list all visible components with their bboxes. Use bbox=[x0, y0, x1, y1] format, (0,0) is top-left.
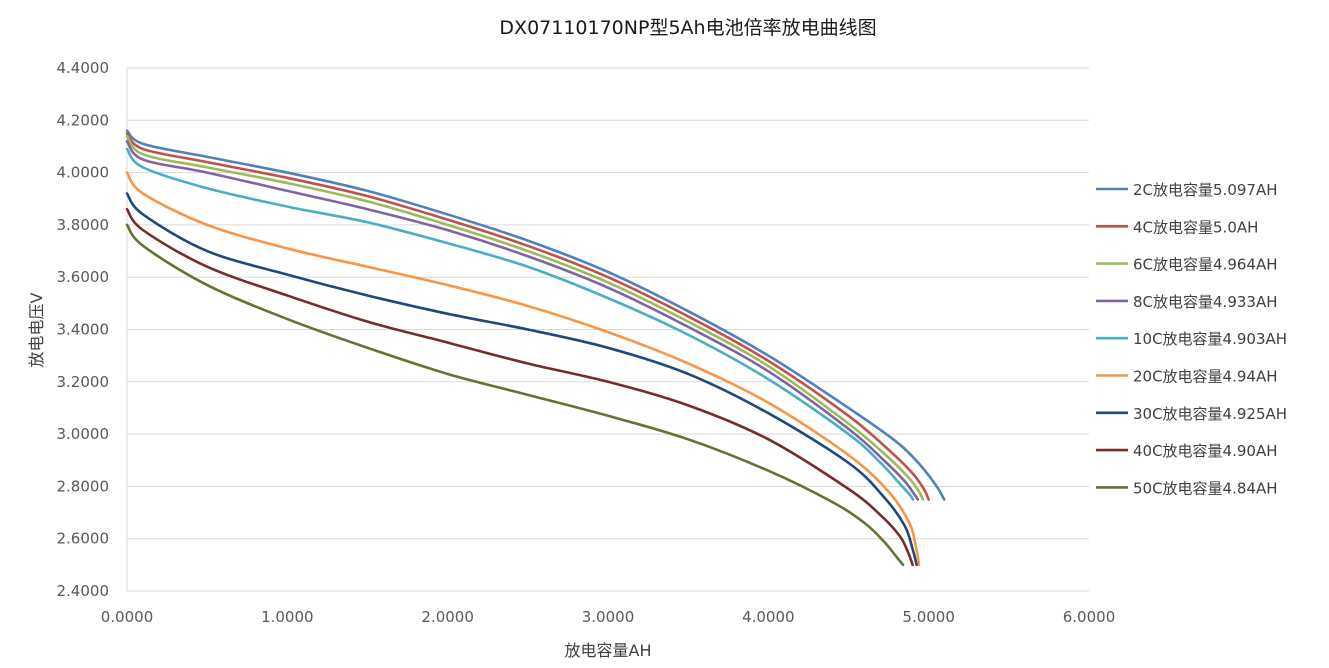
legend-label: 2C放电容量5.097AH bbox=[1133, 181, 1278, 199]
legend-label: 30C放电容量4.925AH bbox=[1133, 405, 1287, 423]
gridlines bbox=[127, 67, 1089, 540]
x-tick-label: 3.0000 bbox=[582, 608, 635, 626]
legend-label: 6C放电容量4.964AH bbox=[1133, 256, 1278, 274]
series-line bbox=[125, 132, 930, 501]
tick-labels: 2.4000 2.6000 2.8000 3.0000 3.2000 3.4000 3.60… bbox=[57, 59, 1116, 626]
y-tick-label: 3.4000 bbox=[57, 321, 110, 339]
series-line bbox=[125, 134, 925, 501]
y-tick-label: 4.4000 bbox=[57, 59, 110, 77]
series-line bbox=[125, 129, 946, 501]
x-tick-label: 0.0000 bbox=[101, 608, 154, 626]
legend-label: 4C放电容量5.0AH bbox=[1133, 218, 1258, 236]
legend-label: 8C放电容量4.933AH bbox=[1133, 293, 1278, 311]
y-tick-label: 2.8000 bbox=[57, 477, 110, 495]
legend-label: 20C放电容量4.94AH bbox=[1133, 368, 1278, 386]
legend-label: 10C放电容量4.903AH bbox=[1133, 330, 1287, 348]
y-tick-label: 4.2000 bbox=[57, 111, 110, 129]
x-axis-title: 放电容量AH bbox=[565, 641, 652, 660]
series-line bbox=[125, 147, 915, 501]
chart-title: DX07110170NP型5Ah电池倍率放电曲线图 bbox=[499, 17, 876, 39]
x-tick-label: 1.0000 bbox=[261, 608, 314, 626]
series-line bbox=[125, 207, 914, 567]
x-tick-label: 4.0000 bbox=[742, 608, 795, 626]
legend-label: 40C放电容量4.90AH bbox=[1133, 442, 1278, 460]
y-axis-title: 放电电压V bbox=[27, 292, 46, 367]
x-tick-label: 6.0000 bbox=[1063, 608, 1116, 626]
x-tick-label: 5.0000 bbox=[902, 608, 955, 626]
legend-label: 50C放电容量4.84AH bbox=[1133, 479, 1278, 497]
y-tick-label: 3.0000 bbox=[57, 425, 110, 443]
series-lines bbox=[125, 129, 946, 567]
series-line bbox=[125, 223, 905, 567]
series-line bbox=[125, 139, 920, 501]
legend: 2C放电容量5.097AH 4C放电容量5.0AH 6C放电容量4.964AH 8C放… bbox=[1096, 181, 1287, 497]
y-tick-label: 2.6000 bbox=[57, 530, 110, 548]
y-tick-label: 3.8000 bbox=[57, 216, 110, 234]
y-tick-label: 3.6000 bbox=[57, 268, 110, 286]
x-tick-label: 2.0000 bbox=[421, 608, 474, 626]
y-tick-label: 3.2000 bbox=[57, 373, 110, 391]
y-tick-label: 4.0000 bbox=[57, 164, 110, 182]
y-tick-label: 2.4000 bbox=[57, 582, 110, 600]
axes bbox=[126, 68, 1089, 592]
series-line bbox=[125, 171, 921, 567]
series-line bbox=[125, 192, 918, 567]
